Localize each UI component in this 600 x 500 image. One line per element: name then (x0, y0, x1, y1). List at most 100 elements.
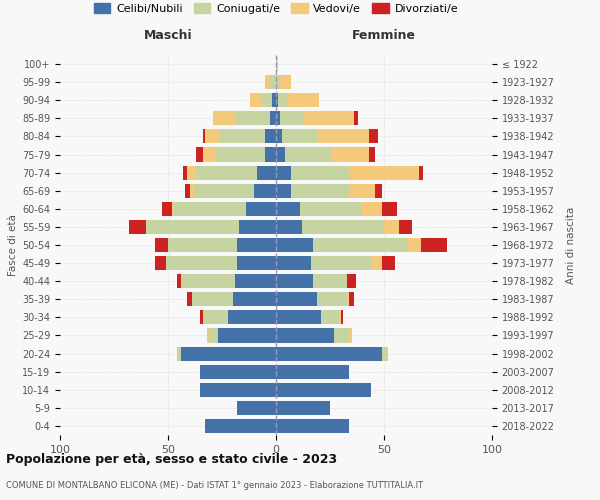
Bar (203, 130, 205, 143)
Bar (181, 274, 235, 288)
Bar (269, 75, 276, 89)
Bar (187, 292, 192, 306)
Bar (399, 220, 412, 234)
Bar (183, 166, 187, 179)
Bar (276, 401, 330, 415)
Bar (176, 274, 181, 288)
Bar (276, 112, 280, 126)
Bar (155, 238, 168, 252)
Bar (172, 202, 175, 216)
Bar (317, 130, 369, 143)
Bar (215, 148, 265, 162)
Bar (237, 256, 276, 270)
Bar (155, 256, 166, 270)
Bar (276, 364, 349, 378)
Bar (200, 382, 276, 397)
Bar (237, 238, 276, 252)
Bar (304, 112, 354, 126)
Bar (218, 328, 276, 342)
Bar (276, 328, 334, 342)
Bar (229, 310, 276, 324)
Bar (349, 166, 419, 179)
Bar (203, 310, 229, 324)
Bar (276, 310, 322, 324)
Bar (291, 184, 349, 198)
Bar (347, 292, 349, 306)
Bar (276, 75, 280, 89)
Bar (166, 256, 237, 270)
Bar (421, 238, 446, 252)
Bar (161, 202, 172, 216)
Bar (276, 202, 300, 216)
Bar (190, 184, 194, 198)
Bar (369, 130, 377, 143)
Bar (185, 184, 190, 198)
Bar (332, 148, 369, 162)
Bar (200, 310, 203, 324)
Bar (347, 274, 356, 288)
Bar (250, 93, 261, 108)
Bar (276, 184, 291, 198)
Bar (254, 184, 276, 198)
Bar (196, 148, 203, 162)
Bar (272, 93, 276, 108)
Bar (261, 93, 272, 108)
Bar (257, 166, 276, 179)
Bar (334, 328, 349, 342)
Bar (192, 292, 233, 306)
Bar (214, 112, 235, 126)
Bar (205, 130, 220, 143)
Bar (205, 419, 276, 433)
Bar (278, 93, 287, 108)
Bar (209, 328, 218, 342)
Bar (235, 112, 269, 126)
Bar (276, 166, 291, 179)
Bar (235, 274, 276, 288)
Bar (300, 202, 362, 216)
Bar (371, 256, 382, 270)
Bar (233, 292, 276, 306)
Legend: Celibi/Nubili, Coniugati/e, Vedovi/e, Divorziati/e: Celibi/Nubili, Coniugati/e, Vedovi/e, Di… (91, 0, 461, 17)
Bar (265, 130, 276, 143)
Bar (349, 184, 376, 198)
Bar (276, 419, 349, 433)
Bar (276, 148, 284, 162)
Bar (129, 220, 146, 234)
Y-axis label: Fasce di età: Fasce di età (8, 214, 18, 276)
Bar (284, 148, 332, 162)
Bar (196, 166, 257, 179)
Bar (280, 112, 304, 126)
Bar (203, 148, 215, 162)
Bar (207, 328, 209, 342)
Bar (269, 112, 276, 126)
Bar (237, 401, 276, 415)
Text: Popolazione per età, sesso e stato civile - 2023: Popolazione per età, sesso e stato civil… (6, 452, 337, 466)
Bar (349, 292, 354, 306)
Bar (362, 202, 382, 216)
Bar (276, 57, 278, 71)
Y-axis label: Anni di nascita: Anni di nascita (566, 206, 576, 284)
Bar (276, 292, 317, 306)
Bar (376, 184, 382, 198)
Bar (302, 220, 384, 234)
Bar (175, 202, 246, 216)
Bar (317, 292, 347, 306)
Bar (419, 166, 423, 179)
Bar (276, 274, 313, 288)
Bar (341, 310, 343, 324)
Bar (168, 238, 237, 252)
Bar (384, 220, 399, 234)
Bar (287, 93, 319, 108)
Bar (265, 148, 276, 162)
Bar (291, 166, 349, 179)
Bar (276, 382, 371, 397)
Bar (194, 184, 254, 198)
Bar (181, 346, 276, 360)
Bar (276, 130, 283, 143)
Bar (313, 238, 408, 252)
Bar (354, 112, 358, 126)
Bar (276, 220, 302, 234)
Bar (146, 220, 239, 234)
Bar (220, 130, 265, 143)
Bar (313, 274, 347, 288)
